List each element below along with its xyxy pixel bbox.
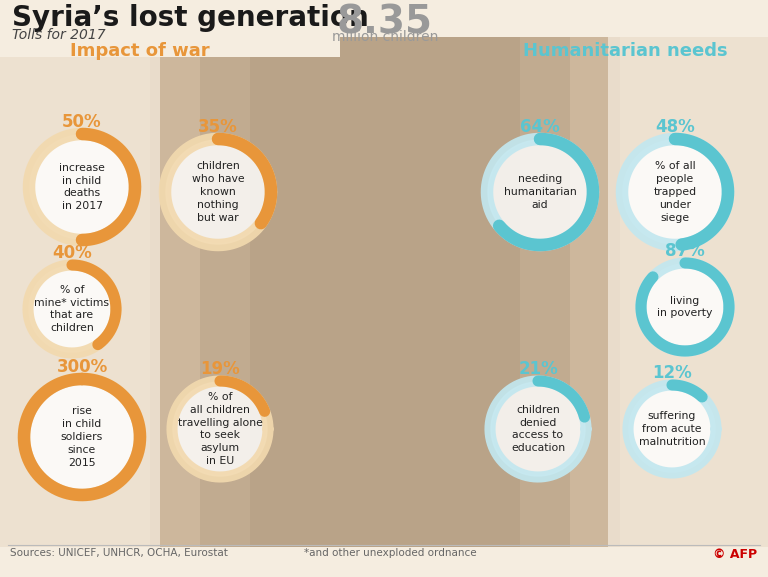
Circle shape xyxy=(25,380,139,494)
Text: children
denied
access to
education: children denied access to education xyxy=(511,405,565,453)
Text: 19%: 19% xyxy=(200,360,240,378)
Text: 300%: 300% xyxy=(56,358,108,376)
Text: suffering
from acute
malnutrition: suffering from acute malnutrition xyxy=(639,411,705,447)
Circle shape xyxy=(491,382,585,476)
FancyBboxPatch shape xyxy=(0,37,160,547)
Text: 8.35: 8.35 xyxy=(337,4,433,42)
Text: % of
mine* victims
that are
children: % of mine* victims that are children xyxy=(35,285,110,333)
Text: 40%: 40% xyxy=(52,244,92,262)
Text: rise
in child
soldiers
since
2015: rise in child soldiers since 2015 xyxy=(61,406,103,467)
Text: © AFP: © AFP xyxy=(713,548,757,561)
FancyBboxPatch shape xyxy=(150,37,620,547)
Text: % of
all children
travelling alone
to seek
asylum
in EU: % of all children travelling alone to se… xyxy=(177,392,263,466)
Text: *and other unexploded ordnance: *and other unexploded ordnance xyxy=(303,548,476,558)
Text: Syria’s lost generation: Syria’s lost generation xyxy=(12,4,369,32)
FancyBboxPatch shape xyxy=(0,37,768,547)
Text: 12%: 12% xyxy=(652,364,692,382)
Text: % of all
people
trapped
under
siege: % of all people trapped under siege xyxy=(654,162,697,223)
Text: children
who have
known
nothing
but war: children who have known nothing but war xyxy=(192,162,244,223)
Text: increase
in child
deaths
in 2017: increase in child deaths in 2017 xyxy=(59,163,105,211)
Circle shape xyxy=(166,140,270,244)
Text: 50%: 50% xyxy=(62,113,102,131)
Circle shape xyxy=(629,386,715,472)
FancyBboxPatch shape xyxy=(250,37,520,547)
Text: 87%: 87% xyxy=(665,242,705,260)
Text: 21%: 21% xyxy=(518,360,558,378)
Text: 48%: 48% xyxy=(655,118,695,136)
Text: Tolls for 2017: Tolls for 2017 xyxy=(12,28,106,42)
Text: Humanitarian needs: Humanitarian needs xyxy=(523,42,727,60)
Circle shape xyxy=(623,140,727,244)
Text: living
in poverty: living in poverty xyxy=(657,295,713,319)
FancyBboxPatch shape xyxy=(608,37,768,547)
Text: million children: million children xyxy=(332,30,439,44)
Text: 64%: 64% xyxy=(520,118,560,136)
Circle shape xyxy=(173,382,267,476)
Circle shape xyxy=(29,266,115,352)
Text: 35%: 35% xyxy=(198,118,238,136)
Circle shape xyxy=(488,140,592,244)
Circle shape xyxy=(30,135,134,239)
Text: Impact of war: Impact of war xyxy=(70,42,210,60)
Text: Sources: UNICEF, UNHCR, OCHA, Eurostat: Sources: UNICEF, UNHCR, OCHA, Eurostat xyxy=(10,548,228,558)
Text: needing
humanitarian
aid: needing humanitarian aid xyxy=(504,174,576,210)
Circle shape xyxy=(642,264,728,350)
FancyBboxPatch shape xyxy=(200,37,570,547)
FancyBboxPatch shape xyxy=(0,0,340,57)
